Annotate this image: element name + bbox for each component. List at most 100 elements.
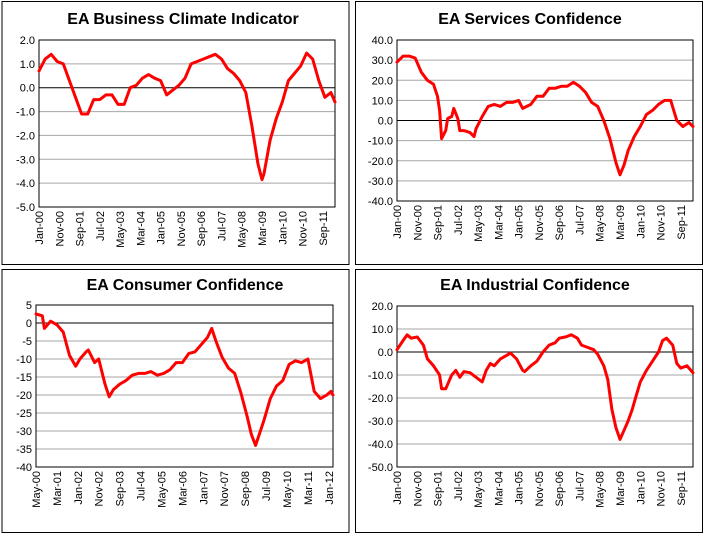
y-tick-label: -15	[16, 372, 32, 384]
x-tick-label: Jan-00	[392, 205, 404, 239]
x-tick-label: Nov-00	[412, 471, 424, 506]
panel-services-confidence: EA Services Confidence	[355, 1, 703, 265]
x-tick-label: Mar-04	[493, 471, 505, 506]
y-tick-label: 1.0	[20, 59, 35, 71]
chart-title: EA Business Climate Indicator	[67, 11, 298, 28]
y-tick-label: 20.0	[372, 75, 393, 87]
x-tick-label: Jan-05	[514, 471, 526, 505]
x-tick-label: Nov-00	[54, 211, 66, 246]
x-tick-label: Nov-07	[219, 471, 231, 506]
x-tick-label: Jan-02	[73, 471, 85, 505]
x-tick-label: Sep-11	[676, 471, 688, 506]
x-tick-label: Nov-02	[94, 471, 106, 506]
x-tick-label: Jan-12	[324, 471, 336, 505]
plot-area: 40.030.020.010.00.0-10.0-20.0-30.0-40.0J…	[368, 35, 695, 242]
chart-title: EA Industrial Confidence	[440, 277, 630, 294]
y-tick-label: -40.0	[368, 196, 393, 208]
y-tick-label: -10.0	[368, 136, 393, 148]
y-tick-label: 5	[26, 300, 32, 312]
panel-consumer-confidence: EA Consumer Confidence	[1, 269, 350, 533]
x-tick-label: Nov-00	[412, 205, 424, 240]
x-tick-label: Sep-11	[676, 205, 688, 240]
x-tick-label: Jul-02	[453, 205, 465, 235]
x-tick-label: Mar-04	[135, 211, 147, 246]
y-tick-label: -2.0	[16, 130, 35, 142]
x-tick-label: Jan-10	[277, 211, 289, 245]
y-tick-label: 20.0	[372, 301, 393, 313]
x-tick-label: Nov-10	[298, 211, 310, 246]
plot-border	[38, 39, 336, 208]
x-tick-label: Mar-06	[177, 471, 189, 506]
panel-border	[355, 269, 703, 533]
y-tick-label: -5	[22, 336, 32, 348]
y-tick-label: -30	[16, 426, 32, 438]
y-tick-label: -30.0	[368, 176, 393, 188]
x-tick-label: May-08	[595, 471, 607, 508]
y-tick-label: 0.0	[20, 83, 35, 95]
y-tick-label: -10	[16, 354, 32, 366]
panel-border	[355, 1, 703, 265]
y-tick-label: 0.0	[378, 116, 393, 128]
x-tick-label: Jan-05	[514, 205, 526, 239]
x-tick-label: May-05	[156, 471, 168, 508]
y-tick-label: -35	[16, 444, 32, 456]
y-tick-label: 10.0	[372, 324, 393, 336]
x-tick-label: May-03	[115, 211, 127, 248]
y-tick-label: -20.0	[368, 156, 393, 168]
y-tick-label: -20	[16, 390, 32, 402]
x-tick-label: May-08	[595, 205, 607, 242]
x-tick-label: Jan-05	[156, 211, 168, 245]
x-tick-label: Jul-02	[95, 211, 107, 241]
series-line	[395, 333, 695, 441]
x-tick-label: Jan-00	[392, 471, 404, 505]
panel-business-climate: EA Business Climate Indicator	[1, 1, 350, 265]
panel-industrial-confidence: EA Industrial Confidence	[355, 269, 703, 533]
x-tick-label: Jul-07	[574, 471, 586, 501]
y-tick-label: 10.0	[372, 95, 393, 107]
x-tick-label: Jul-09	[261, 471, 273, 501]
panel-border	[1, 269, 350, 533]
plot-border	[396, 305, 694, 468]
x-tick-label: Jan-07	[198, 471, 210, 505]
y-tick-label: -4.0	[16, 178, 35, 190]
x-tick-label: Mar-11	[303, 471, 315, 505]
x-tick-label: Nov-10	[656, 205, 668, 240]
y-tick-label: -50.0	[368, 462, 393, 474]
x-tick-label: May-10	[282, 471, 294, 508]
x-tick-label: Sep-01	[433, 471, 445, 506]
chart-title: EA Consumer Confidence	[87, 277, 284, 294]
x-tick-label: Sep-06	[196, 211, 208, 246]
x-tick-label: Sep-01	[75, 211, 87, 246]
x-tick-label: May-00	[31, 471, 43, 508]
y-tick-label: -3.0	[16, 154, 35, 166]
y-tick-label: -10.0	[368, 370, 393, 382]
x-tick-label: Sep-03	[115, 471, 127, 506]
x-tick-label: Jul-02	[453, 471, 465, 501]
x-tick-label: Nov-10	[656, 471, 668, 506]
x-tick-label: Nov-05	[176, 211, 188, 246]
x-tick-label: Jan-00	[34, 211, 46, 245]
plot-border	[35, 304, 334, 468]
y-tick-label: -40.0	[368, 439, 393, 451]
x-tick-label: Mar-04	[493, 205, 505, 240]
x-tick-label: Jul-04	[136, 471, 148, 501]
x-tick-label: Jul-07	[216, 211, 228, 241]
plot-border	[396, 39, 694, 202]
x-tick-label: Mar-09	[615, 205, 627, 240]
y-tick-label: -40	[16, 462, 32, 474]
chart-title: EA Services Confidence	[438, 11, 622, 28]
x-tick-label: Sep-08	[240, 471, 252, 506]
y-tick-label: -20.0	[368, 393, 393, 405]
plot-area: 20.010.00.0-10.0-20.0-30.0-40.0-50.0Jan-…	[368, 301, 695, 508]
x-tick-label: Jan-10	[635, 205, 647, 239]
y-tick-label: 30.0	[372, 55, 393, 67]
x-tick-label: May-03	[473, 205, 485, 242]
y-tick-label: -1.0	[16, 107, 35, 119]
x-tick-label: May-03	[473, 471, 485, 508]
y-tick-label: -30.0	[368, 416, 393, 428]
x-tick-label: Jan-10	[635, 471, 647, 505]
y-tick-label: 2.0	[20, 35, 35, 47]
panel-border	[1, 1, 350, 265]
